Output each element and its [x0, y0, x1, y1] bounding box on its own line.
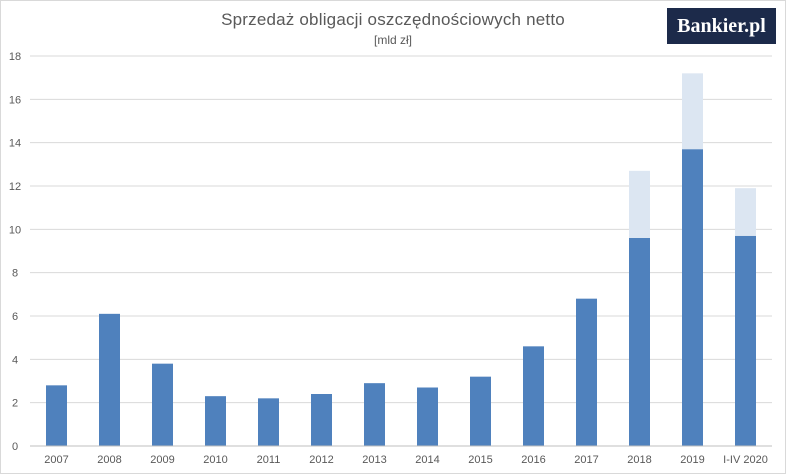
y-tick-label: 8 — [12, 268, 18, 280]
x-tick-label: 2015 — [468, 454, 492, 466]
y-tick-label: 16 — [9, 94, 21, 106]
x-tick-label: 2010 — [203, 454, 227, 466]
y-tick-label: 6 — [12, 311, 18, 323]
bar-2008-s1 — [99, 313, 120, 446]
bar-2018-s2 — [629, 170, 650, 238]
x-tick-label: 2016 — [521, 454, 545, 466]
x-tick-label: 2011 — [257, 454, 281, 466]
bankier-logo: Bankier.pl — [667, 8, 776, 44]
x-tick-label: 2019 — [680, 454, 704, 466]
x-tick-label: I-IV 2020 — [723, 454, 768, 466]
y-tick-label: 10 — [9, 224, 21, 236]
bar-2007-s1 — [46, 385, 67, 446]
bar-2017-s1 — [576, 298, 597, 446]
chart-title: Sprzedaż obligacji oszczędnościowych net… — [221, 10, 565, 29]
x-tick-label: 2012 — [309, 454, 333, 466]
bar-2014-s1 — [417, 387, 438, 446]
bar-2010-s1 — [205, 396, 226, 446]
bar-2016-s1 — [523, 346, 544, 446]
bar-2013-s1 — [364, 383, 385, 446]
x-tick-label: 2009 — [150, 454, 174, 466]
x-tick-label: 2008 — [97, 454, 121, 466]
x-tick-label: 2014 — [415, 454, 439, 466]
bar-2019-s2 — [682, 73, 703, 150]
bar-i-iv-2020-s2 — [735, 188, 756, 236]
y-tick-label: 2 — [12, 398, 18, 410]
bar-2011-s1 — [258, 398, 279, 446]
bar-2019-s1 — [682, 149, 703, 446]
bar-2015-s1 — [470, 376, 491, 446]
chart-subtitle: [mld zł] — [373, 33, 412, 47]
bar-i-iv-2020-s1 — [735, 235, 756, 446]
x-tick-label: 2007 — [44, 454, 68, 466]
x-tick-label: 2013 — [362, 454, 386, 466]
y-tick-label: 14 — [9, 138, 21, 150]
y-tick-label: 12 — [9, 181, 21, 193]
y-tick-label: 4 — [12, 354, 18, 366]
bar-2009-s1 — [152, 363, 173, 446]
x-tick-label: 2017 — [574, 454, 598, 466]
bar-2012-s1 — [311, 394, 332, 446]
x-tick-label: 2018 — [627, 454, 651, 466]
y-tick-label: 18 — [9, 51, 21, 63]
bar-2018-s1 — [629, 238, 650, 446]
y-tick-label: 0 — [12, 441, 18, 453]
